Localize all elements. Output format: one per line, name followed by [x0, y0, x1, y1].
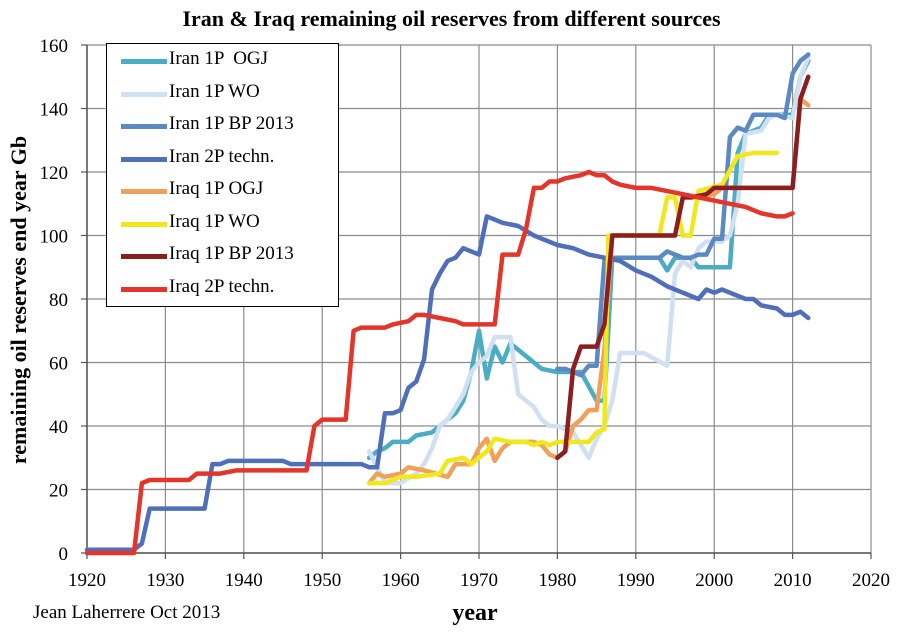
- legend-item: Iraq 2P techn.: [107, 272, 338, 305]
- y-axis-label-text: remaining oil reserves end year Gb: [6, 135, 31, 465]
- legend-swatch: [121, 189, 167, 194]
- x-tick-label: 2010: [774, 570, 812, 591]
- grid-lines: [81, 44, 872, 559]
- x-tick-label: 1970: [460, 570, 498, 591]
- y-tick-label: 160: [40, 36, 69, 57]
- series-line-iraq-2p-techn: [84, 169, 795, 556]
- series-line-iran-2p-techn: [84, 214, 811, 553]
- y-tick-label: 40: [49, 417, 68, 438]
- legend-item: Iran 2P techn.: [107, 142, 338, 175]
- legend-label: Iran 1P OGJ: [169, 48, 269, 69]
- y-tick-label: 60: [49, 354, 68, 375]
- legend-label: Iraq 1P WO: [169, 210, 260, 232]
- x-tick-label: 1990: [617, 570, 655, 591]
- legend-swatch: [121, 221, 167, 227]
- x-tick-label: 2000: [695, 570, 733, 591]
- series-line-iran-1p-wo: [366, 55, 811, 486]
- legend-swatch: [121, 91, 167, 97]
- x-tick-label: 2020: [852, 570, 890, 591]
- y-tick-label: 120: [40, 163, 69, 184]
- y-tick-label: 100: [40, 227, 69, 248]
- series-line-iraq-1p-wo: [366, 150, 780, 486]
- legend-item: Iraq 1P BP 2013: [107, 239, 338, 272]
- legend-swatch: [121, 156, 167, 162]
- author-credit: Jean Laherrere Oct 2013: [33, 602, 221, 623]
- series-line-iraq-1p-bp-2013: [555, 74, 811, 461]
- series-lines: [84, 52, 811, 556]
- legend-swatch: [121, 59, 167, 64]
- tick-labels: 1920 1930 1940 1950 1960 1970 1980 1990 2000 2010…: [40, 36, 891, 591]
- legend-label: Iran 1P BP 2013: [169, 113, 294, 134]
- legend-label: Iran 2P techn.: [169, 145, 275, 167]
- legend-label: Iraq 1P BP 2013: [169, 243, 294, 264]
- series-line-iran-1p-ogj: [366, 58, 811, 461]
- x-tick-label: 1980: [538, 570, 576, 591]
- y-tick-label: 140: [40, 100, 69, 121]
- legend-item: Iraq 1P WO: [107, 207, 338, 240]
- x-tick-label: 1950: [303, 570, 341, 591]
- legend-label: Iraq 1P OGJ: [169, 178, 264, 199]
- x-tick-label: 1920: [68, 570, 106, 591]
- legend-item: Iran 1P OGJ: [107, 44, 338, 77]
- x-tick-label: 1940: [225, 570, 263, 591]
- legend-swatch: [121, 124, 167, 129]
- x-tick-label: 1960: [382, 570, 420, 591]
- series-line-iran-1p-bp-2013: [555, 52, 811, 378]
- legend-swatch: [121, 254, 167, 259]
- x-tick-label: 1930: [146, 570, 184, 591]
- chart-title: Iran & Iraq remaining oil reserves from …: [182, 6, 721, 31]
- y-tick-label: 0: [59, 544, 69, 565]
- legend-label: Iran 1P WO: [169, 80, 260, 102]
- legend-item: Iraq 1P OGJ: [107, 174, 338, 207]
- x-axis-label: year: [452, 600, 498, 626]
- legend-item: Iran 1P BP 2013: [107, 109, 338, 142]
- legend-label: Iraq 2P techn.: [169, 275, 275, 297]
- legend-item: Iran 1P WO: [107, 77, 338, 110]
- chart-legend: Iran 1P OGJ Iran 1P WO Iran 1P BP 2013 Iran…: [106, 43, 339, 307]
- legend-swatch: [121, 286, 167, 292]
- y-tick-label: 80: [49, 290, 68, 311]
- y-tick-label: 20: [49, 481, 68, 502]
